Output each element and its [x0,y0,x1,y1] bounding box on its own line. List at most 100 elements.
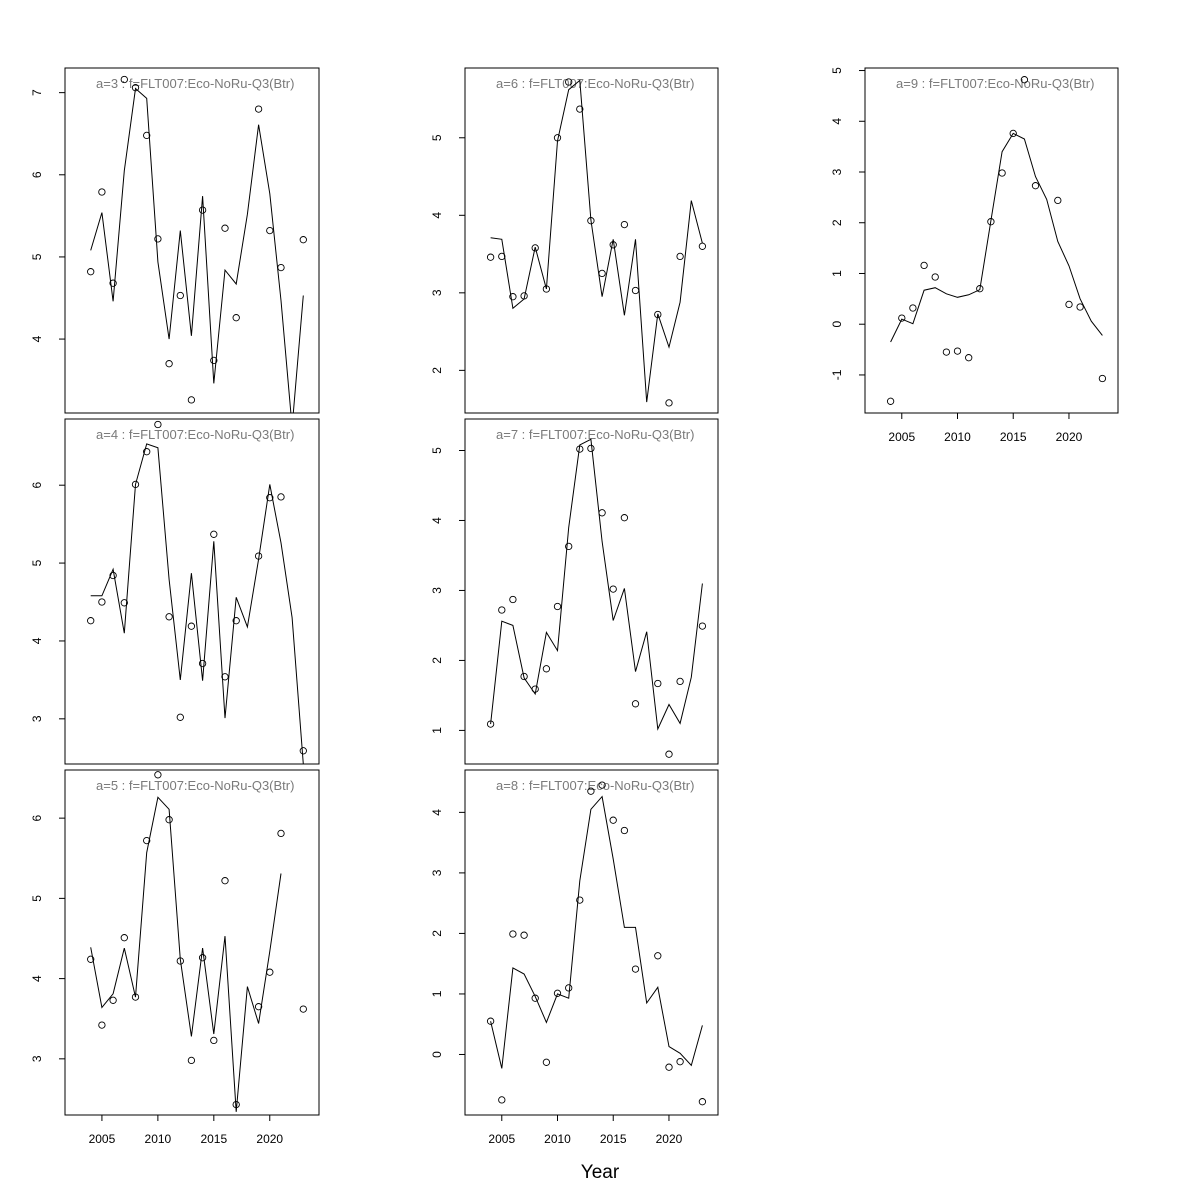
observed-point [576,105,584,113]
observed-point [165,360,173,368]
observed-point [654,952,662,960]
observed-point [221,877,229,885]
observed-point [565,984,573,992]
panel-7: a=9 : f=FLT007:Eco-NoRu-Q3(Btr) -1 0 1 2 3 4 5 2… [830,67,1119,444]
observed-point [120,934,128,942]
observed-point [565,542,573,551]
observed-point [509,293,517,301]
y-tick-label: 3 [30,1055,44,1062]
y-tick-label: 6 [30,482,44,489]
observed-point [987,218,995,226]
x-tick-label: 2020 [656,1132,683,1146]
observed-point [98,188,106,196]
panel-title: a=8 : f=FLT007:Eco-NoRu-Q3(Btr) [496,778,694,793]
observed-point [1076,303,1084,311]
fitted-line [90,87,304,413]
observed-point [909,304,917,312]
observed-point [698,242,707,250]
observed-point [232,1100,240,1109]
observed-point [299,747,307,755]
observed-point [210,1036,218,1045]
observed-point [131,480,140,489]
observed-point [587,217,595,225]
observed-point [254,552,263,560]
observed-point [509,930,517,938]
observed-point [920,261,928,270]
observed-point [131,84,140,92]
plot-area [490,79,703,403]
observed-point [299,1005,307,1013]
y-tick-label: -1 [830,369,844,380]
observed-point [254,105,263,113]
observed-point [232,617,240,625]
observed-point [87,617,95,625]
observed-point [154,420,162,429]
observed-point [620,514,629,522]
observed-point [266,226,274,235]
observed-point [598,781,606,789]
observed-point [143,836,151,845]
panel-title: a=6 : f=FLT007:Eco-NoRu-Q3(Btr) [496,76,694,91]
observed-point [176,957,184,965]
observed-point [553,134,562,142]
observed-point [486,253,495,261]
observed-point [965,354,973,362]
observed-point [542,1058,551,1066]
plot-area [90,87,304,413]
observed-point [232,314,240,322]
panel-title: a=9 : f=FLT007:Eco-NoRu-Q3(Btr) [896,76,1094,91]
observed-point [266,968,274,976]
x-tick-label: 2005 [888,430,915,444]
observed-point [210,356,218,365]
plot-area [90,443,304,764]
observed-point [698,622,707,630]
observed-point [1065,300,1073,309]
panel-6: a=8 : f=FLT007:Eco-NoRu-Q3(Btr) 0 1 2 3 4 2005… [430,769,719,1146]
y-tick-label: 4 [30,637,44,644]
observed-point [176,291,184,300]
plot-area [490,795,703,1069]
observed-point [509,595,517,604]
panel-2: a=4 : f=FLT007:Eco-NoRu-Q3(Btr) 3 4 5 6 [30,418,320,765]
observed-point [1020,76,1029,84]
observed-point [565,78,573,86]
y-tick-label: 2 [830,219,844,226]
observed-point [486,720,495,728]
observed-point [498,606,506,614]
y-tick-label: 2 [430,657,444,664]
y-tick-label: 1 [430,990,444,997]
observed-point [143,448,151,456]
panel-title: a=7 : f=FLT007:Eco-NoRu-Q3(Btr) [496,427,694,442]
observed-point [631,286,640,295]
x-tick-label: 2005 [488,1132,515,1146]
observed-point [154,771,162,779]
observed-point [198,206,207,214]
observed-point [187,622,196,630]
observed-point [609,816,617,824]
fitted-line [90,443,304,764]
observed-point [654,679,662,688]
observed-point [520,931,528,939]
panel-1: a=3 : f=FLT007:Eco-NoRu-Q3(Btr) 4 5 6 7 [30,67,320,414]
observed-point [598,509,606,517]
observed-point [221,673,229,681]
panel-frame [464,769,719,1116]
observed-point [221,224,229,232]
y-tick-label: 0 [830,321,844,328]
y-tick-label: 3 [430,289,444,296]
panel-4: a=6 : f=FLT007:Eco-NoRu-Q3(Btr) 2 3 4 5 [430,67,719,414]
observed-point [898,314,906,322]
x-tick-label: 2015 [200,1132,227,1146]
observed-point [542,665,551,673]
observed-point [198,954,207,962]
y-tick-label: 5 [830,67,844,74]
observed-point [109,571,117,580]
x-tick-label: 2020 [1056,430,1083,444]
observed-point [598,269,606,278]
observed-point [277,829,285,838]
observed-point [609,585,617,593]
panel-frame [464,67,719,414]
observed-point [277,263,285,272]
observed-point [120,75,128,84]
